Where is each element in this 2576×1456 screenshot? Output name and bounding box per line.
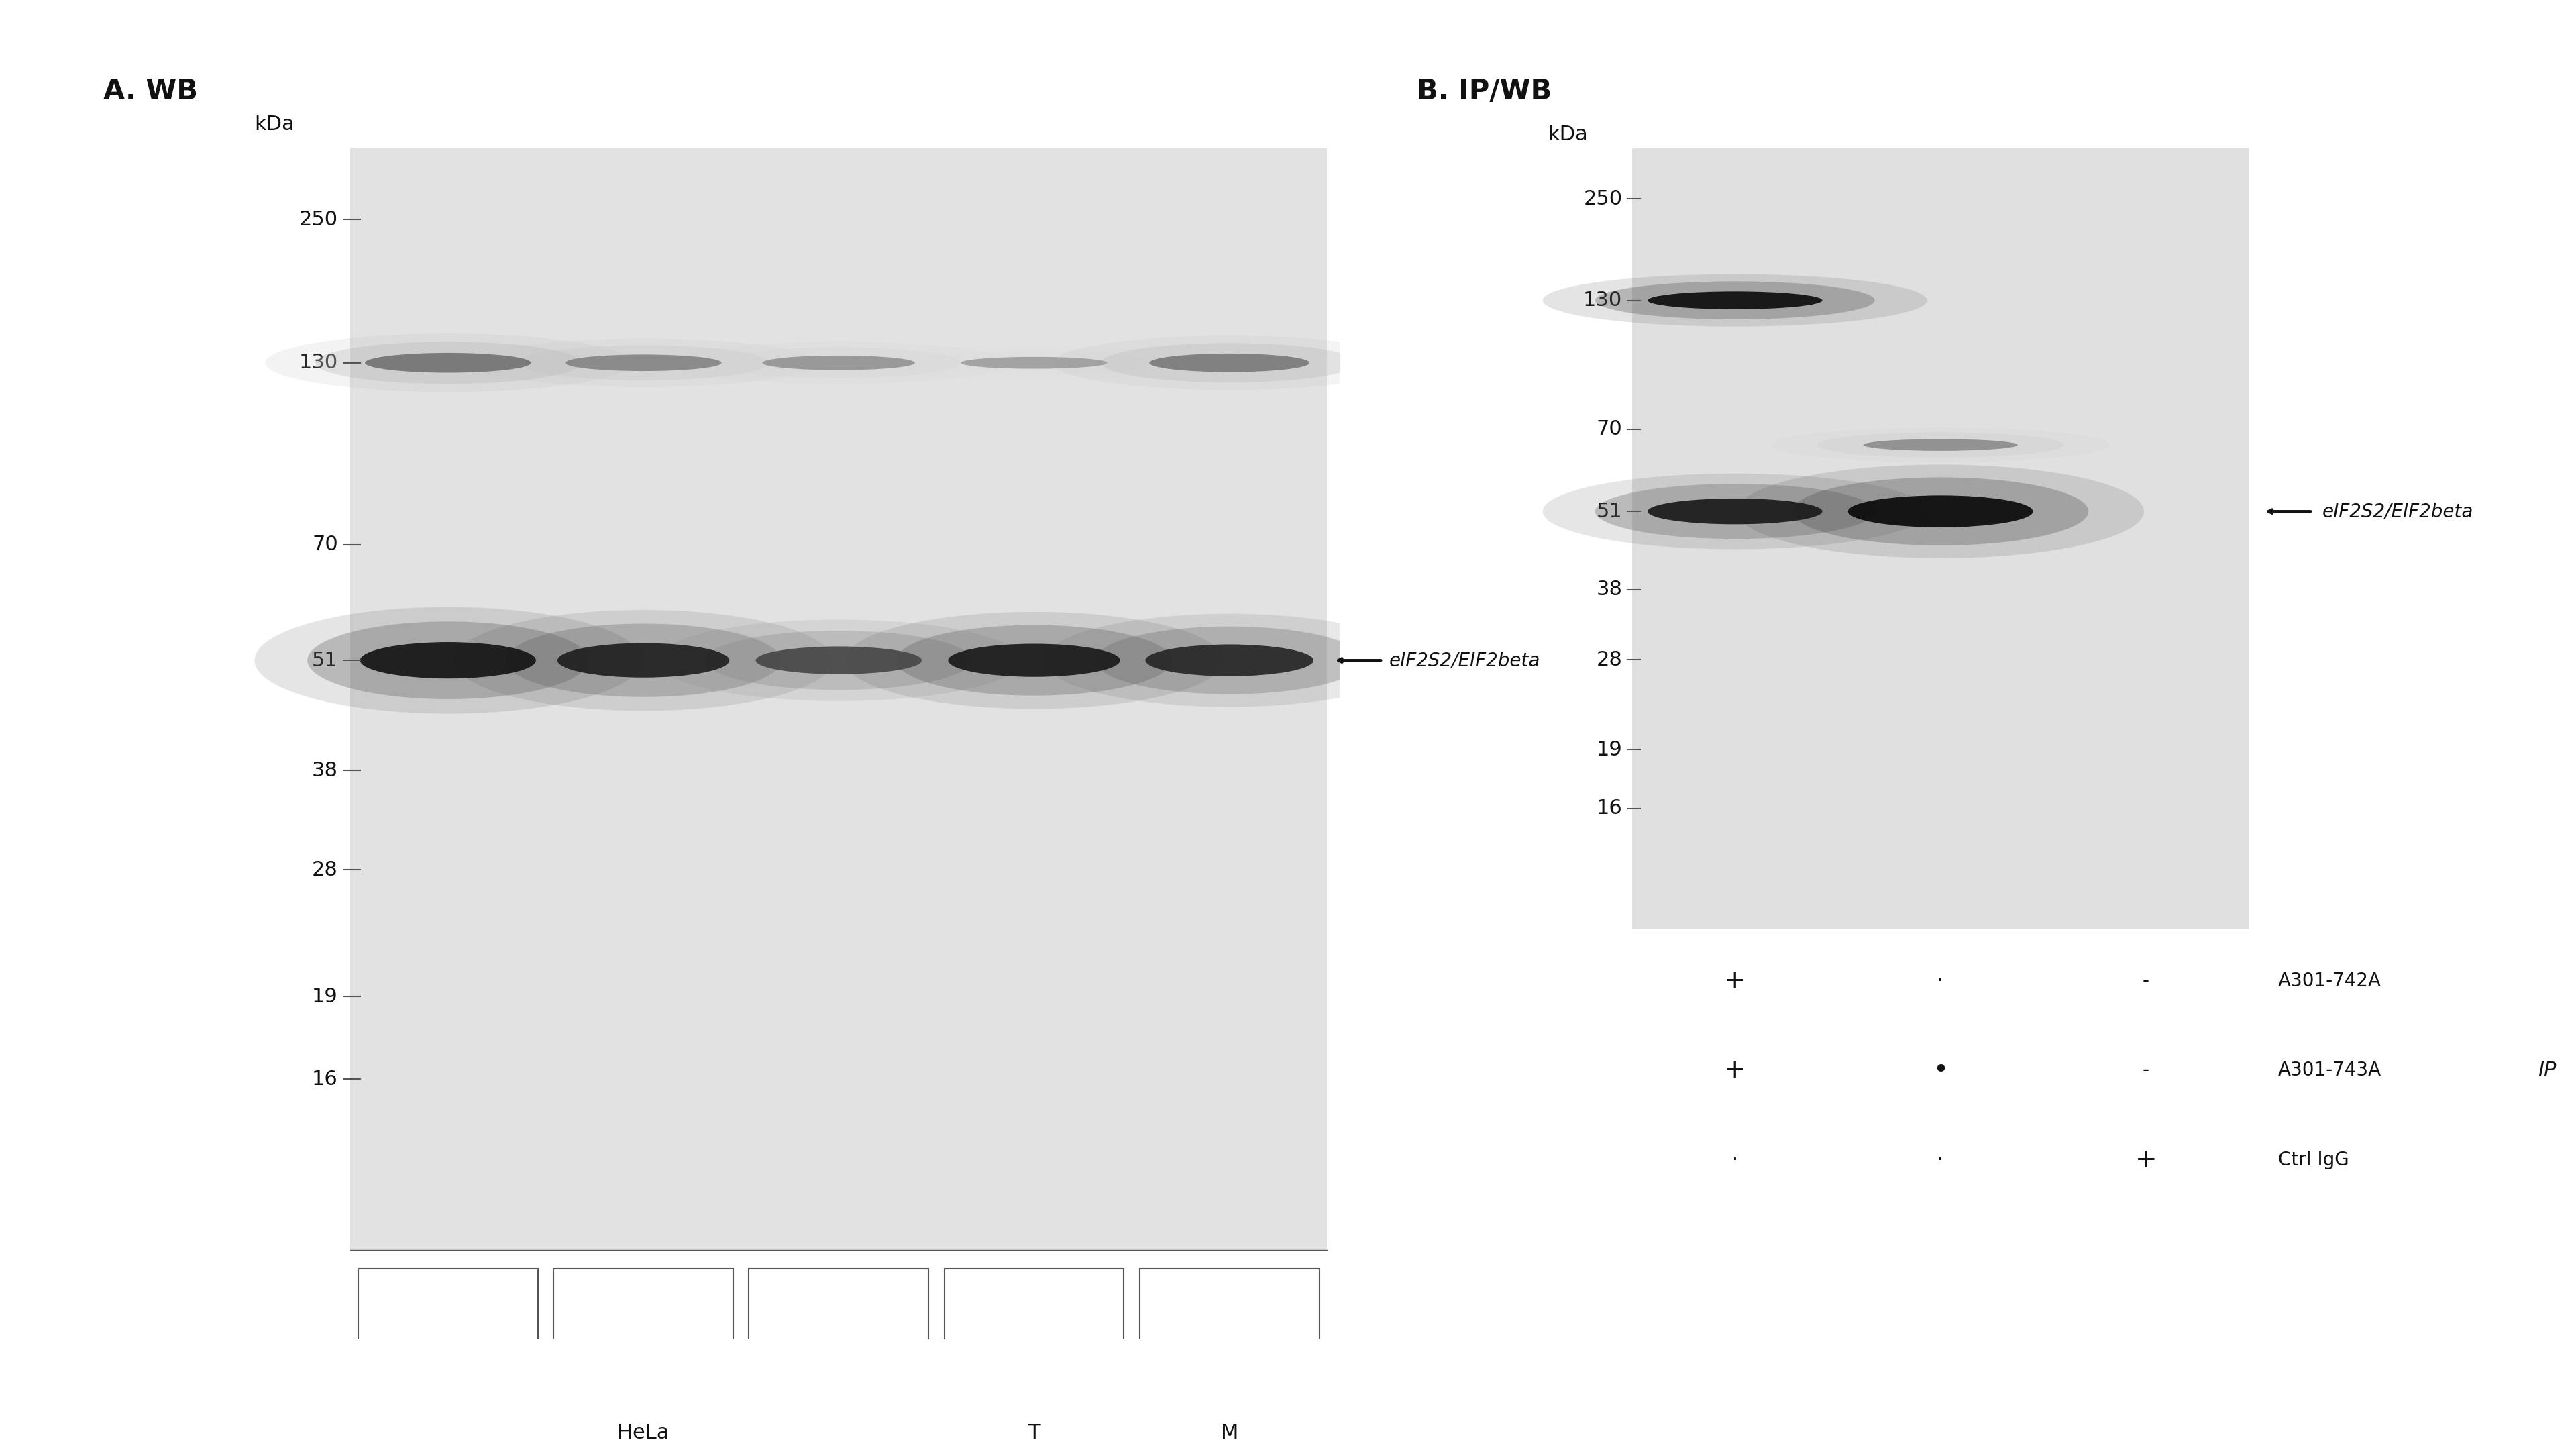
Text: A301-742A: A301-742A	[2277, 971, 2383, 990]
Ellipse shape	[255, 607, 641, 713]
Ellipse shape	[1649, 291, 1821, 309]
Ellipse shape	[1543, 274, 1927, 326]
Ellipse shape	[1862, 440, 2017, 451]
Text: 16: 16	[1597, 799, 1623, 818]
Ellipse shape	[471, 339, 814, 387]
Ellipse shape	[1816, 432, 2063, 457]
Ellipse shape	[1595, 483, 1875, 539]
Ellipse shape	[672, 342, 1007, 384]
Text: 19: 19	[1597, 740, 1623, 760]
Ellipse shape	[1770, 428, 2110, 462]
Text: 38: 38	[312, 761, 337, 780]
Ellipse shape	[1736, 464, 2143, 558]
Text: 28: 28	[1597, 651, 1623, 670]
Text: +: +	[1723, 968, 1747, 993]
Text: 28: 28	[312, 860, 337, 879]
Bar	[1633, 149, 2249, 929]
Bar	[1139, 1270, 1319, 1366]
Ellipse shape	[1543, 473, 1927, 549]
Text: 51: 51	[1597, 502, 1623, 521]
Ellipse shape	[873, 345, 1195, 380]
Ellipse shape	[1847, 495, 2032, 527]
Ellipse shape	[1095, 626, 1363, 695]
Ellipse shape	[556, 644, 729, 677]
Text: 70: 70	[1597, 419, 1623, 440]
Ellipse shape	[265, 333, 631, 392]
Text: 130: 130	[1584, 291, 1623, 310]
Text: eIF2S2/EIF2beta: eIF2S2/EIF2beta	[1388, 651, 1540, 670]
Ellipse shape	[1793, 478, 2089, 546]
Text: 50: 50	[1023, 1307, 1046, 1326]
Text: ·: ·	[1937, 1150, 1942, 1169]
Ellipse shape	[917, 349, 1151, 376]
Ellipse shape	[1054, 336, 1406, 390]
Text: 16: 16	[312, 1069, 337, 1089]
Text: •: •	[1932, 1057, 1947, 1083]
Ellipse shape	[755, 646, 922, 674]
Ellipse shape	[505, 623, 781, 697]
Text: T: T	[1028, 1423, 1041, 1443]
Ellipse shape	[1103, 344, 1358, 383]
Ellipse shape	[453, 610, 832, 711]
Ellipse shape	[1595, 281, 1875, 319]
Text: +: +	[1723, 1057, 1747, 1083]
Bar	[350, 149, 1327, 1249]
Text: 38: 38	[1597, 579, 1623, 600]
Text: 51: 51	[312, 651, 337, 670]
Text: A301-743A: A301-743A	[2277, 1061, 2383, 1080]
Ellipse shape	[845, 612, 1224, 709]
Text: 250: 250	[299, 210, 337, 229]
Text: 50: 50	[1216, 1307, 1242, 1326]
Ellipse shape	[307, 622, 590, 699]
Ellipse shape	[564, 355, 721, 371]
Text: B. IP/WB: B. IP/WB	[1417, 77, 1551, 106]
Ellipse shape	[1046, 614, 1414, 706]
Bar	[945, 1270, 1123, 1366]
Ellipse shape	[948, 644, 1121, 677]
Text: kDa: kDa	[1548, 124, 1587, 144]
Bar	[358, 1270, 538, 1366]
Text: A. WB: A. WB	[103, 77, 198, 106]
Ellipse shape	[762, 355, 914, 370]
Text: M: M	[1221, 1423, 1239, 1443]
Text: ·: ·	[1731, 1150, 1739, 1169]
Ellipse shape	[657, 620, 1023, 700]
Text: kDa: kDa	[255, 115, 294, 134]
Text: +: +	[2136, 1147, 2156, 1174]
Bar	[750, 1270, 927, 1366]
Text: 19: 19	[312, 987, 337, 1006]
Ellipse shape	[716, 348, 961, 379]
Text: eIF2S2/EIF2beta: eIF2S2/EIF2beta	[2324, 502, 2473, 521]
Ellipse shape	[314, 342, 580, 384]
Text: ·: ·	[1937, 971, 1942, 990]
Text: 50: 50	[435, 1307, 461, 1326]
Ellipse shape	[706, 630, 971, 690]
Text: HeLa: HeLa	[618, 1423, 670, 1443]
Ellipse shape	[1146, 645, 1314, 676]
Ellipse shape	[518, 345, 768, 380]
Ellipse shape	[896, 625, 1172, 696]
Ellipse shape	[961, 357, 1108, 368]
Ellipse shape	[1649, 498, 1821, 524]
Text: 130: 130	[299, 352, 337, 373]
Text: -: -	[2143, 971, 2148, 990]
Text: 15: 15	[631, 1307, 657, 1326]
Text: -: -	[2143, 1061, 2148, 1080]
Text: 70: 70	[312, 534, 337, 555]
Text: 5: 5	[832, 1307, 845, 1326]
Ellipse shape	[1149, 354, 1309, 373]
Ellipse shape	[366, 352, 531, 373]
Text: IP: IP	[2537, 1061, 2555, 1080]
Text: Ctrl IgG: Ctrl IgG	[2277, 1150, 2349, 1169]
Ellipse shape	[361, 642, 536, 678]
Bar	[554, 1270, 734, 1366]
Text: 250: 250	[1584, 189, 1623, 208]
